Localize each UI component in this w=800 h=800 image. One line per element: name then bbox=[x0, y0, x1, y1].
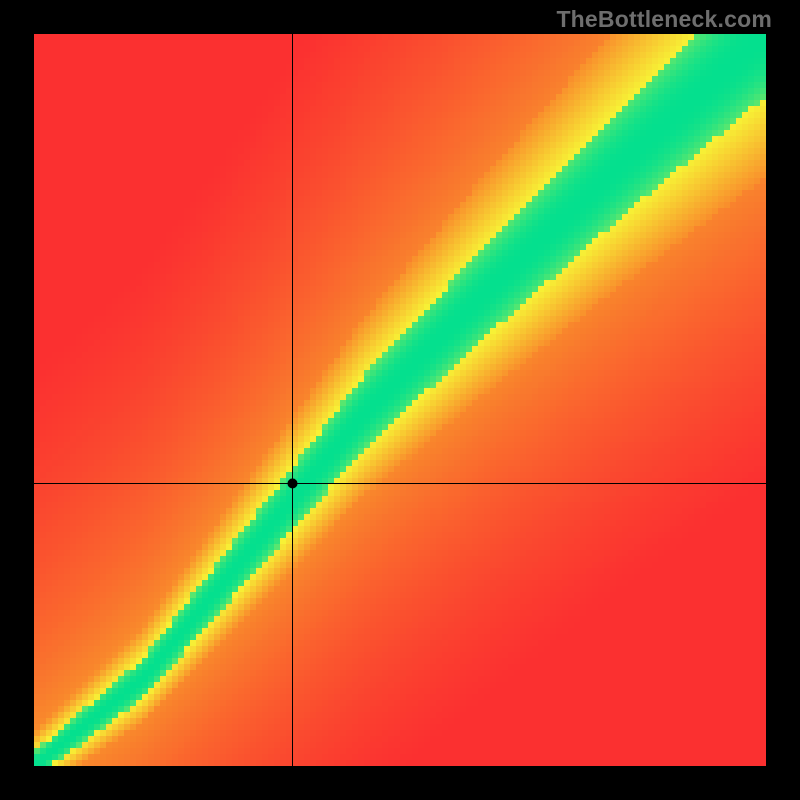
bottleneck-heatmap bbox=[34, 34, 766, 766]
chart-frame: { "watermark": { "text": "TheBottleneck.… bbox=[0, 0, 800, 800]
watermark-text: TheBottleneck.com bbox=[556, 6, 772, 33]
